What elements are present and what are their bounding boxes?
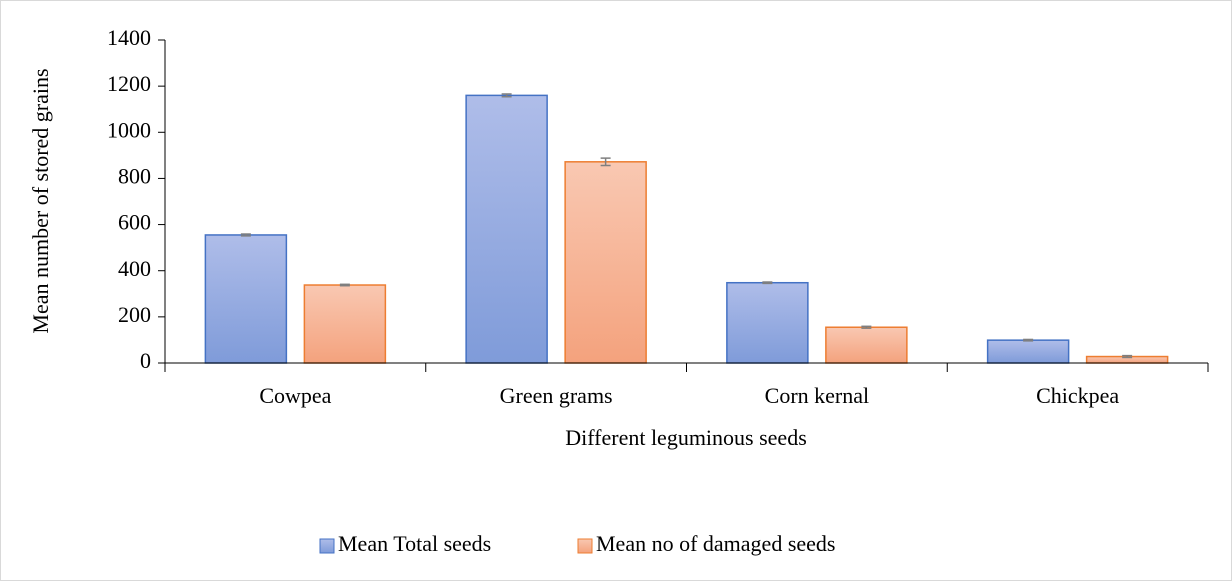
error-bar (501, 93, 512, 98)
y-tick-label: 0 (140, 348, 151, 373)
y-tick-label: 600 (118, 210, 151, 235)
legend-swatch (319, 538, 335, 554)
y-tick-label: 1200 (107, 71, 151, 96)
bar (465, 94, 548, 364)
error-bar (1122, 354, 1133, 359)
x-axis-label: Different leguminous seeds (565, 425, 807, 450)
x-tick-label: Green grams (500, 383, 613, 408)
legend-label: Mean Total seeds (338, 531, 491, 556)
x-tick-label: Chickpea (1036, 383, 1119, 408)
bar (825, 326, 908, 364)
y-tick-label: 200 (118, 302, 151, 327)
y-axis-label: Mean number of stored grains (28, 68, 53, 333)
x-tick-label: Cowpea (259, 383, 331, 408)
legend-swatch (577, 538, 593, 554)
error-bar (339, 283, 350, 287)
y-tick-label: 1000 (107, 117, 151, 142)
y-tick-label: 800 (118, 163, 151, 188)
error-bar (240, 233, 251, 237)
error-bar (600, 157, 611, 167)
y-tick-label: 1400 (107, 25, 151, 50)
bar (726, 281, 809, 364)
error-bar (1023, 338, 1034, 342)
legend-label: Mean no of damaged seeds (596, 531, 835, 556)
error-bar (861, 325, 872, 329)
bar (564, 161, 647, 364)
x-tick-label: Corn kernal (765, 383, 869, 408)
bar (986, 339, 1070, 364)
error-bar (762, 281, 773, 285)
y-tick-label: 400 (118, 256, 151, 281)
bar (303, 284, 387, 364)
bar (204, 234, 288, 364)
